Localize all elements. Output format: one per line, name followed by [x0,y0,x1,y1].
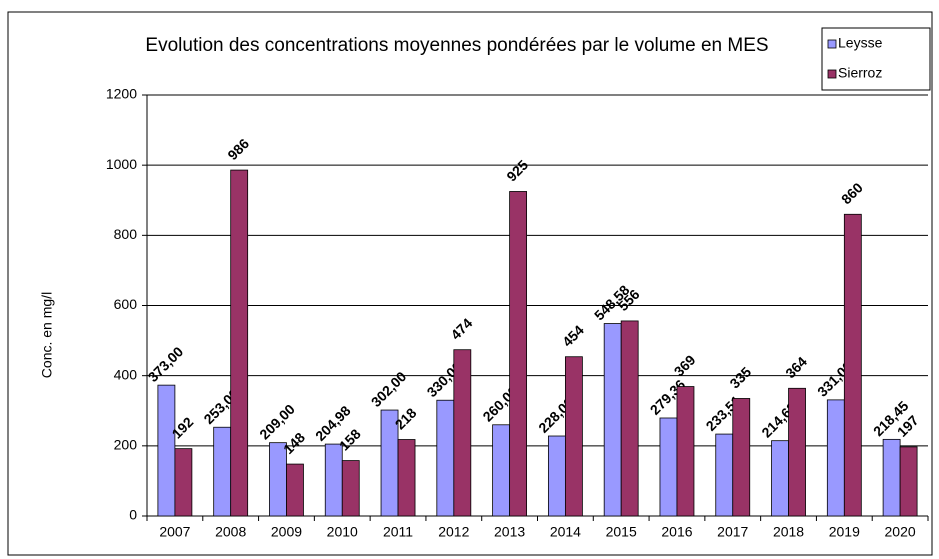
x-tick-label: 2019 [829,524,860,540]
bar [492,424,511,517]
bar [397,439,416,517]
y-axis-label: Conc. en mg/l [39,292,55,378]
bar [509,191,528,517]
bar [620,320,639,517]
legend-box [821,27,931,91]
bar [341,460,360,517]
bar [269,442,287,517]
bar [882,438,901,517]
legend-swatch [827,69,837,79]
y-tick-label: 0 [129,507,137,523]
x-tick-label: 2013 [494,524,525,540]
bar [676,386,695,517]
bar [715,433,734,517]
x-tick-label: 2011 [383,524,413,540]
x-tick-label: 2010 [327,524,358,540]
bar [659,417,678,517]
y-tick-label: 1000 [106,156,137,172]
x-tick-label: 2007 [159,524,190,540]
legend-label: Sierroz [838,65,882,81]
y-tick-label: 800 [114,226,138,242]
bar [603,323,622,517]
x-tick-label: 2009 [271,524,302,540]
x-tick-label: 2008 [215,524,246,540]
bar [174,448,193,517]
bar [826,399,845,517]
bar [230,169,249,517]
x-tick-label: 2014 [550,524,581,540]
chart-title: Evolution des concentrations moyennes po… [145,35,769,56]
bar [324,443,343,517]
bar [453,349,472,517]
bar [564,356,583,517]
bar [157,384,176,517]
bar [732,398,751,517]
y-tick-label: 200 [114,437,138,453]
bar [899,446,918,517]
bar [213,426,232,517]
y-tick-label: 1200 [106,86,137,102]
bar [788,387,806,517]
legend-label: Leysse [838,35,883,51]
x-tick-label: 2012 [438,524,469,540]
legend-swatch [827,39,837,49]
bar [547,435,566,517]
x-tick-label: 2015 [606,524,637,540]
x-tick-label: 2017 [717,524,748,540]
bar [843,213,862,517]
x-tick-label: 2020 [885,524,916,540]
x-tick-label: 2018 [773,524,804,540]
bar [286,463,304,517]
x-tick-label: 2016 [661,524,692,540]
bar [436,399,455,517]
y-tick-label: 600 [114,296,138,312]
y-tick-label: 400 [114,366,138,382]
bar [771,440,789,517]
